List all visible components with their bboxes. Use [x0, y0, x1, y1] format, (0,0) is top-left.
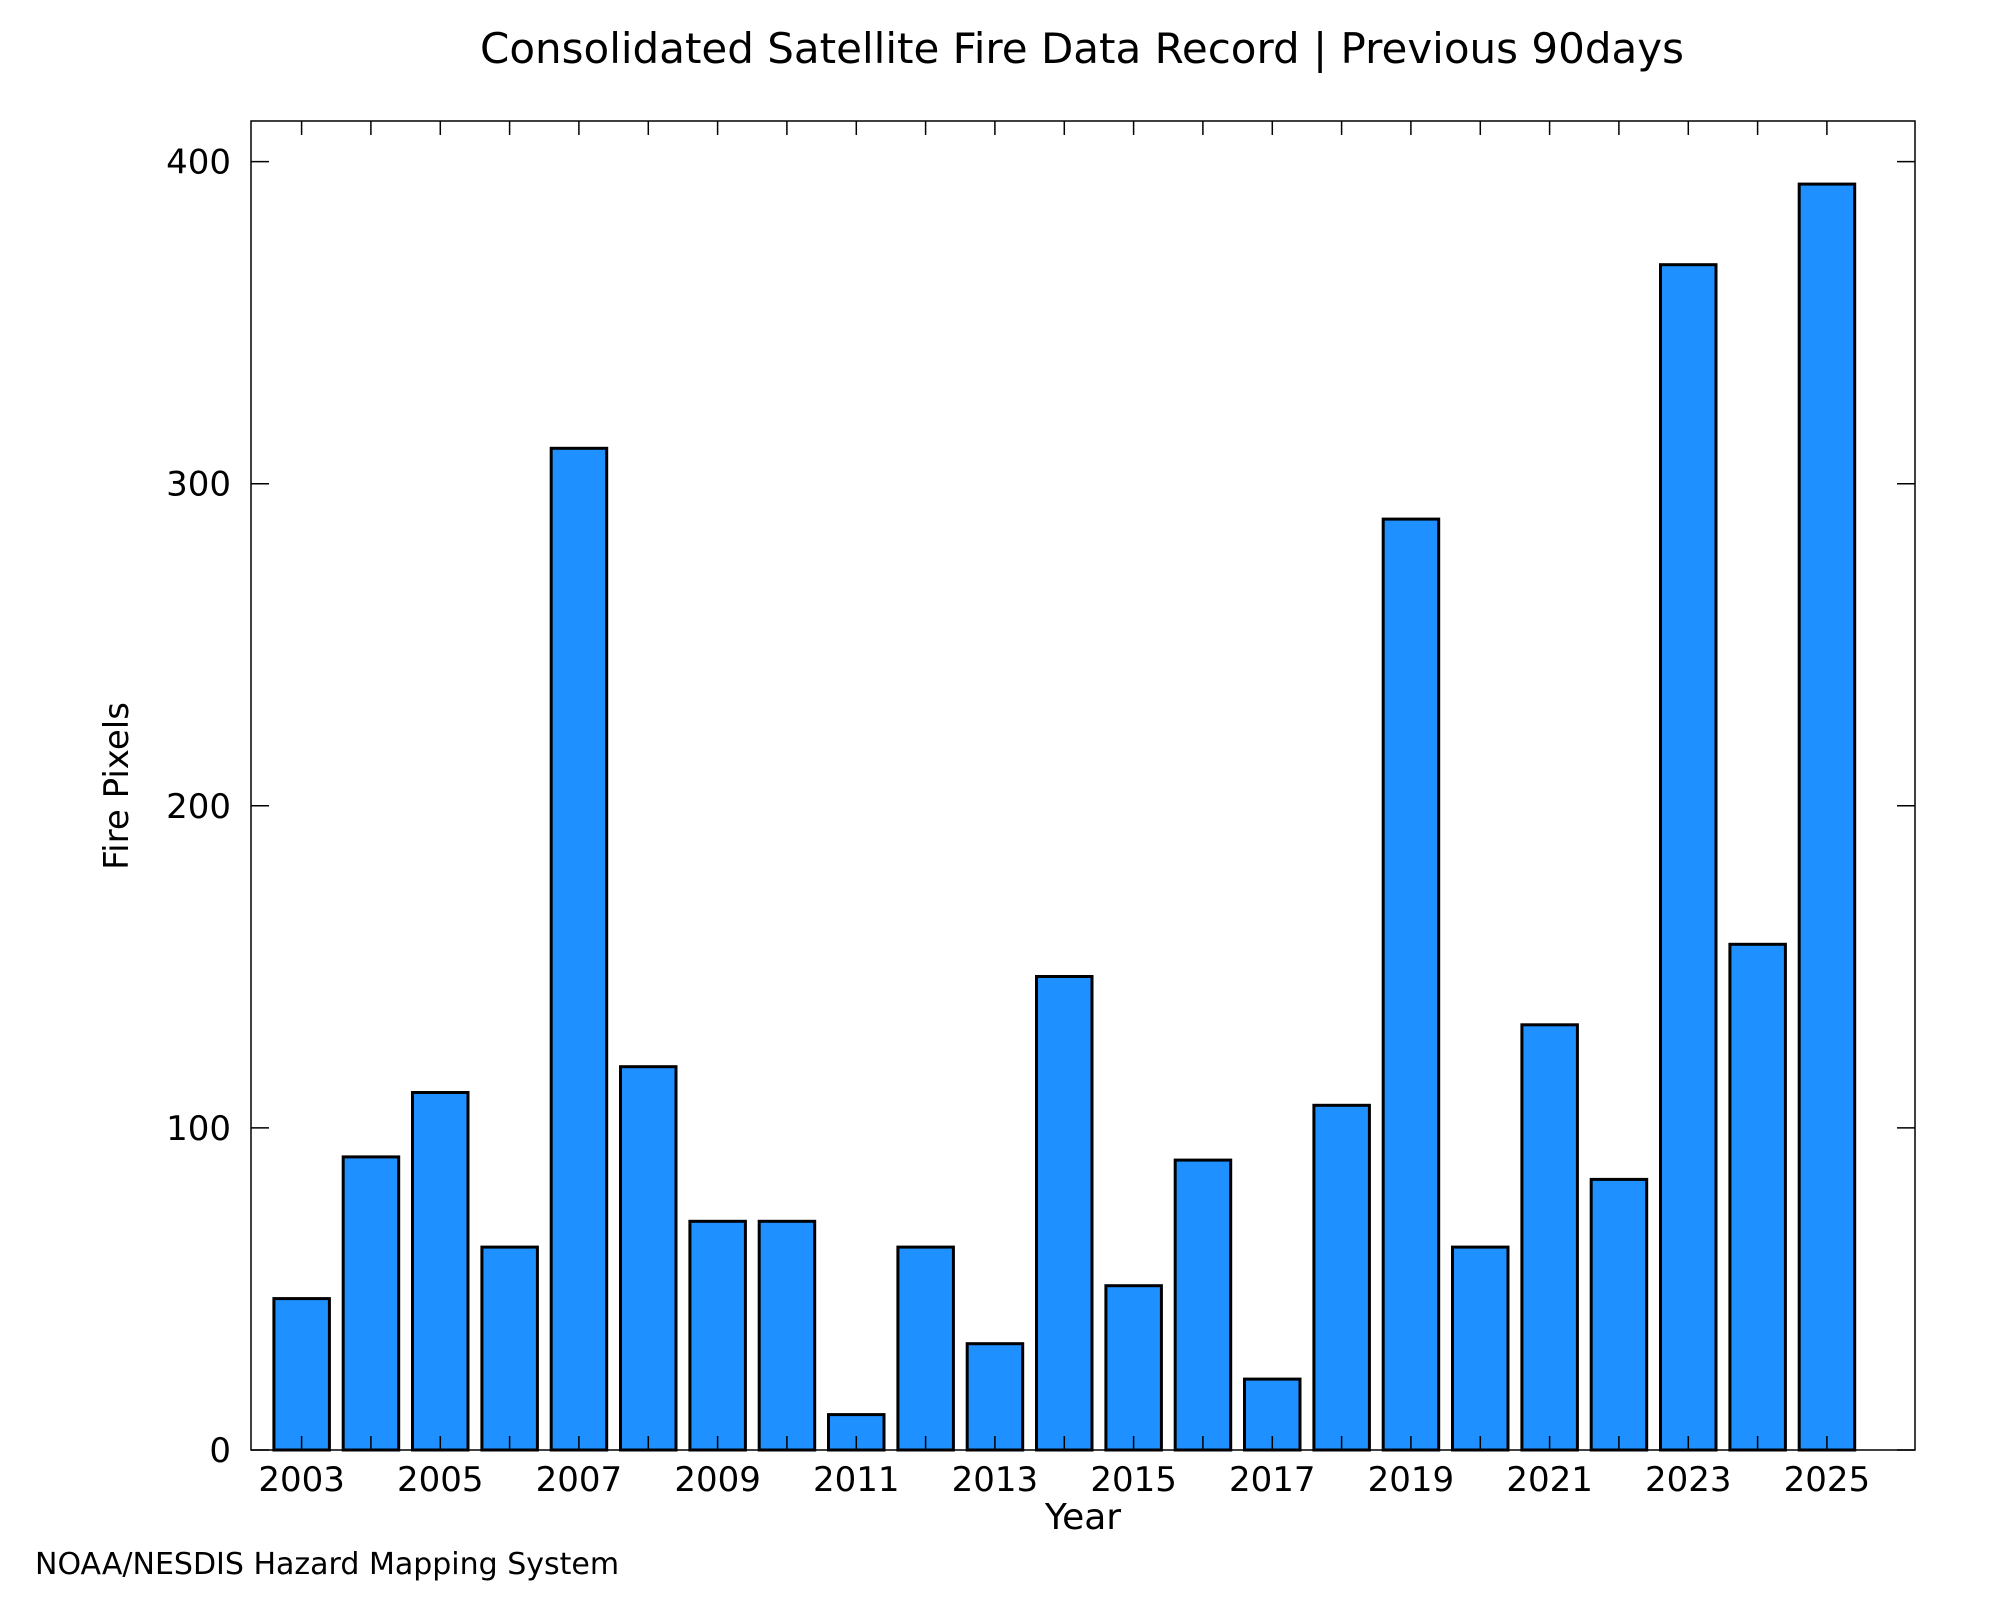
- x-tick-label: 2025: [1784, 1460, 1871, 1500]
- bar-2009: [688, 1219, 747, 1452]
- y-tick-label: 300: [166, 465, 231, 505]
- x-tick-label: 2023: [1645, 1460, 1732, 1500]
- bar-2022: [1589, 1177, 1649, 1452]
- x-tick-label: 2017: [1229, 1460, 1316, 1500]
- bars-group: [272, 182, 1857, 1452]
- bar-2012: [896, 1245, 955, 1452]
- bar-2015: [1104, 1284, 1163, 1452]
- x-tick-label: 2007: [536, 1460, 623, 1500]
- bar-2020: [1451, 1245, 1510, 1452]
- bar-2025: [1797, 182, 1857, 1452]
- x-tick-label: 2015: [1090, 1460, 1177, 1500]
- y-tick-label: 0: [209, 1431, 231, 1471]
- bar-2018: [1312, 1103, 1371, 1452]
- y-tick-label: 200: [166, 787, 231, 827]
- y-axis-ticks: 0 100 200 300 400: [166, 143, 1915, 1471]
- bar-2024: [1728, 942, 1787, 1452]
- x-tick-label: 2005: [397, 1460, 484, 1500]
- x-tick-label: 2021: [1506, 1460, 1593, 1500]
- bar-2010: [757, 1219, 817, 1452]
- bar-2006: [480, 1245, 539, 1452]
- x-axis-ticks: 2003 2005 2007 2009 2011 2013 2015 2017 2019 2021…: [258, 121, 1870, 1500]
- y-tick-label: 100: [166, 1109, 231, 1149]
- y-axis-label: Fire Pixels: [97, 702, 137, 870]
- bar-2014: [1035, 975, 1094, 1452]
- bar-2003: [272, 1297, 331, 1452]
- bar-2023: [1659, 263, 1718, 1452]
- x-tick-label: 2013: [952, 1460, 1039, 1500]
- bar-2021: [1520, 1023, 1579, 1452]
- x-tick-label: 2003: [258, 1460, 345, 1500]
- bar-2013: [965, 1342, 1025, 1452]
- chart-title: Consolidated Satellite Fire Data Record …: [480, 24, 1684, 73]
- bar-2019: [1381, 517, 1441, 1452]
- bar-2007: [549, 446, 609, 1452]
- bar-2016: [1173, 1158, 1233, 1452]
- x-tick-label: 2011: [813, 1460, 900, 1500]
- y-tick-label: 400: [166, 143, 231, 183]
- x-axis-label: Year: [1044, 1497, 1121, 1538]
- plot-frame: [250, 120, 1916, 1451]
- bar-2005: [411, 1091, 470, 1452]
- x-tick-label: 2019: [1368, 1460, 1455, 1500]
- x-tick-label: 2009: [674, 1460, 761, 1500]
- credit-text: NOAA/NESDIS Hazard Mapping System: [35, 1547, 619, 1582]
- bar-2008: [619, 1065, 678, 1452]
- bar-2004: [341, 1155, 401, 1452]
